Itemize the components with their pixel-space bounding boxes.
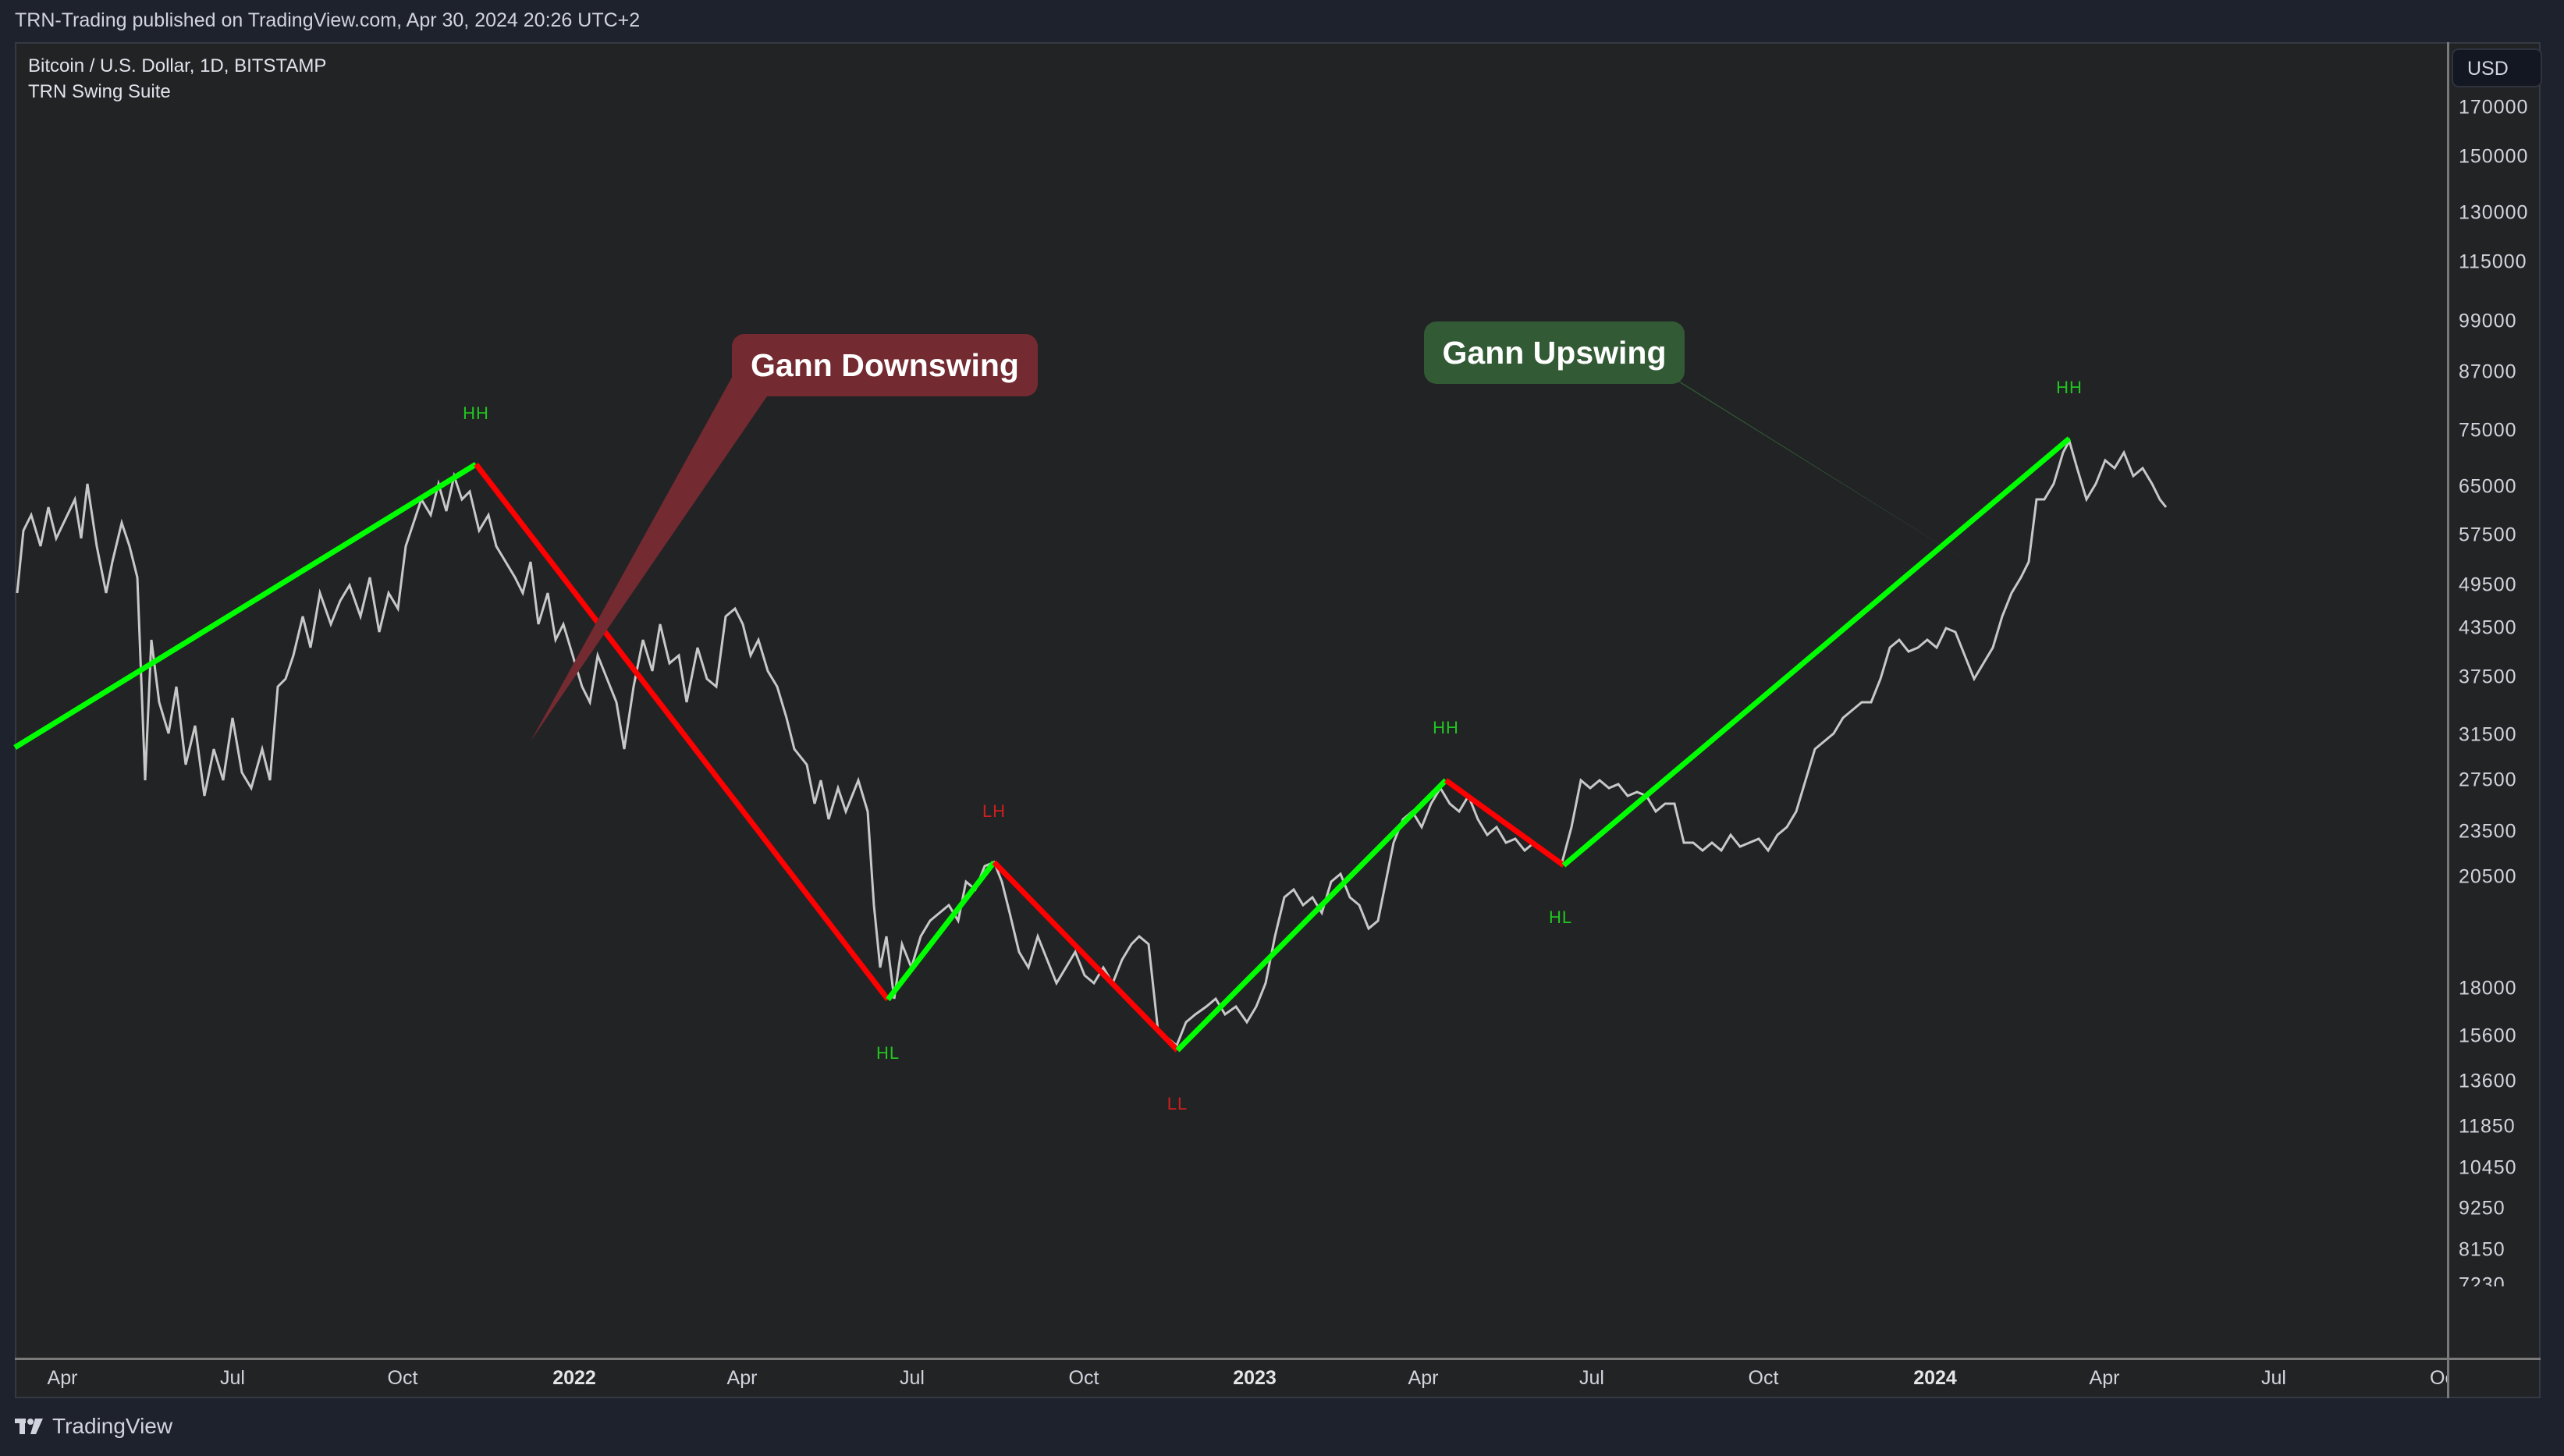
upswing-callout[interactable]: Gann Upswing [1424,321,1685,384]
swing-label-hl: HL [875,1043,900,1063]
price-tick: 10450 [2459,1156,2517,1179]
price-tick: 65000 [2459,475,2517,498]
time-tick-year: 2024 [1913,1367,1957,1389]
price-tick: 7230 [2459,1273,2505,1296]
price-tick: 23500 [2459,820,2517,843]
price-tick: 20500 [2459,865,2517,888]
swing-label-ll: LL [1167,1094,1188,1113]
price-tick: 15600 [2459,1025,2517,1047]
time-tick: Oct [1068,1367,1099,1389]
symbol-title[interactable]: Bitcoin / U.S. Dollar, 1D, BITSTAMP [28,55,327,76]
swing-up-4 [1561,436,2072,868]
price-tick: 49500 [2459,574,2517,596]
time-tick: Apr [726,1367,758,1389]
downswing-callout-tail [531,375,769,741]
upswing-callout-tail [1654,367,1974,566]
brand-name: TradingView [52,1414,173,1438]
time-tick: Jul [220,1367,245,1389]
footer-brand[interactable]: TradingView [15,1414,172,1439]
time-tick: Apr [47,1367,78,1389]
time-tick: Apr [1408,1367,1439,1389]
swing-label-hh: HH [463,403,489,423]
time-tick-year: 2022 [552,1367,596,1389]
time-tick: Apr [2089,1367,2120,1389]
swing-up-3 [1175,778,1448,1053]
time-tick: Oct [1748,1367,1779,1389]
price-tick: 11850 [2459,1115,2516,1138]
price-tick: 27500 [2459,769,2517,791]
currency-button[interactable]: USD [2452,48,2542,87]
downswing-callout[interactable]: Gann Downswing [732,334,1038,396]
price-tick: 13600 [2459,1070,2517,1092]
price-tick: 75000 [2459,419,2517,442]
price-tick: 8150 [2459,1238,2505,1261]
indicator-title[interactable]: TRN Swing Suite [28,81,171,102]
price-tick: 9250 [2459,1197,2505,1220]
price-tick: 18000 [2459,977,2517,1000]
swing-label-lh: LH [982,801,1007,821]
price-tick: 57500 [2459,524,2517,546]
price-tick: 150000 [2459,145,2529,168]
price-bars [16,438,2168,1048]
swing-label-hh: HH [2056,378,2083,397]
swing-label-hh: HH [1433,718,1459,737]
price-tick: 37500 [2459,666,2517,688]
chart-legend: Bitcoin / U.S. Dollar, 1D, BITSTAMP TRN … [28,53,326,105]
swing-down-3 [1444,778,1566,868]
time-axis[interactable] [15,1358,2447,1398]
price-tick: 115000 [2459,250,2527,273]
time-tick: Jul [2261,1367,2286,1389]
time-tick-year: 2023 [1233,1367,1277,1389]
price-tick: 99000 [2459,310,2517,332]
time-tick: Oc [2430,1367,2455,1389]
price-tick: 31500 [2459,723,2517,746]
time-tick: Oct [387,1367,418,1389]
swing-label-hl: HL [1548,907,1573,927]
swing-down-1 [474,462,890,1002]
price-tick: 43500 [2459,616,2517,639]
published-info: TRN-Trading published on TradingView.com… [15,9,641,31]
time-tick: Jul [900,1367,925,1389]
swing-up-1 [13,462,478,750]
chart-pane[interactable] [15,42,2541,1398]
tradingview-logo-icon [15,1419,43,1434]
time-tick: Jul [1579,1367,1604,1389]
swing-down-2 [992,860,1180,1053]
swing-up-2 [886,860,996,1002]
price-tick: 130000 [2459,201,2529,224]
price-tick: 170000 [2459,96,2529,119]
price-tick: 87000 [2459,360,2517,383]
axis-corner [2447,1358,2541,1398]
price-axis[interactable] [2447,42,2541,1358]
